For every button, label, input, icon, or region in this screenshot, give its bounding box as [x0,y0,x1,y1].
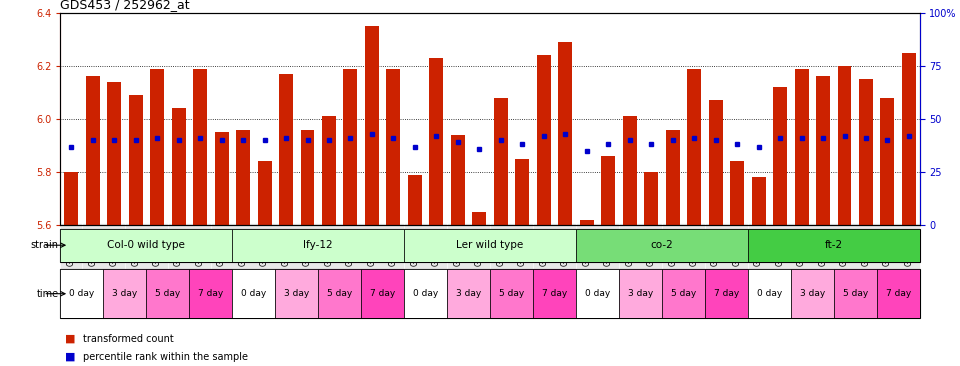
Bar [491,269,533,318]
Bar [876,269,920,318]
Text: 7 day: 7 day [885,289,911,298]
Text: 3 day: 3 day [456,289,481,298]
Bar [451,135,465,225]
Text: Col-0 wild type: Col-0 wild type [108,240,185,250]
Bar [60,229,232,262]
Bar [447,269,490,318]
Text: 5 day: 5 day [499,289,524,298]
Text: GDS453 / 252962_at: GDS453 / 252962_at [60,0,190,11]
Text: 5 day: 5 day [843,289,868,298]
Bar [748,229,920,262]
Bar [687,68,701,225]
Text: Ler wild type: Ler wild type [456,240,524,250]
Bar [361,269,404,318]
Bar [387,68,400,225]
Bar [601,156,615,225]
Bar [232,269,276,318]
Text: 7 day: 7 day [370,289,396,298]
Bar [429,58,444,225]
Bar [319,269,361,318]
Bar [837,66,852,225]
Bar [580,220,593,225]
Bar [493,98,508,225]
Bar [276,269,319,318]
Bar [85,76,100,225]
Bar [408,175,421,225]
Text: 3 day: 3 day [628,289,653,298]
Text: 0 day: 0 day [241,289,267,298]
Text: lfy-12: lfy-12 [303,240,333,250]
Bar [404,229,576,262]
Bar [322,116,336,225]
Bar [859,79,873,225]
Bar [365,26,379,225]
Text: 5 day: 5 day [327,289,352,298]
Bar [236,130,250,225]
Text: ■: ■ [65,333,76,344]
Bar [516,159,529,225]
Bar [537,55,551,225]
Bar [816,76,830,225]
Text: 5 day: 5 day [156,289,180,298]
Bar [623,116,636,225]
Bar [172,108,185,225]
Text: co-2: co-2 [651,240,673,250]
Bar [791,269,833,318]
Text: 0 day: 0 day [413,289,439,298]
Bar [795,68,808,225]
Bar [576,229,748,262]
Bar [189,269,232,318]
Text: ■: ■ [65,352,76,362]
Bar [404,269,447,318]
Bar [662,269,705,318]
Text: 3 day: 3 day [284,289,309,298]
Text: strain: strain [31,240,59,250]
Bar [902,53,916,225]
Bar [150,68,164,225]
Text: 0 day: 0 day [585,289,611,298]
Text: 3 day: 3 day [112,289,137,298]
Bar [665,130,680,225]
Bar [644,172,659,225]
Bar [559,42,572,225]
Bar [731,161,744,225]
Bar [748,269,791,318]
Text: 7 day: 7 day [713,289,739,298]
Text: percentile rank within the sample: percentile rank within the sample [83,352,248,362]
Text: 5 day: 5 day [671,289,696,298]
Bar [705,269,748,318]
Bar [279,74,293,225]
Bar [533,269,576,318]
Text: 7 day: 7 day [198,289,224,298]
Text: 7 day: 7 day [541,289,567,298]
Bar [60,269,104,318]
Text: time: time [36,289,59,299]
Bar [880,98,895,225]
Bar [64,172,78,225]
Bar [300,130,315,225]
Bar [215,132,228,225]
Bar [344,68,357,225]
Text: 3 day: 3 day [800,289,825,298]
Bar [232,229,404,262]
Bar [104,269,146,318]
Bar [129,95,143,225]
Text: 0 day: 0 day [69,289,95,298]
Bar [576,269,619,318]
Text: ft-2: ft-2 [825,240,843,250]
Bar [108,82,121,225]
Bar [773,87,787,225]
Bar [833,269,876,318]
Text: 0 day: 0 day [756,289,782,298]
Text: transformed count: transformed count [83,333,174,344]
Bar [472,212,487,225]
Bar [257,161,272,225]
Bar [193,68,207,225]
Bar [146,269,189,318]
Bar [708,100,723,225]
Bar [619,269,662,318]
Bar [752,178,765,225]
